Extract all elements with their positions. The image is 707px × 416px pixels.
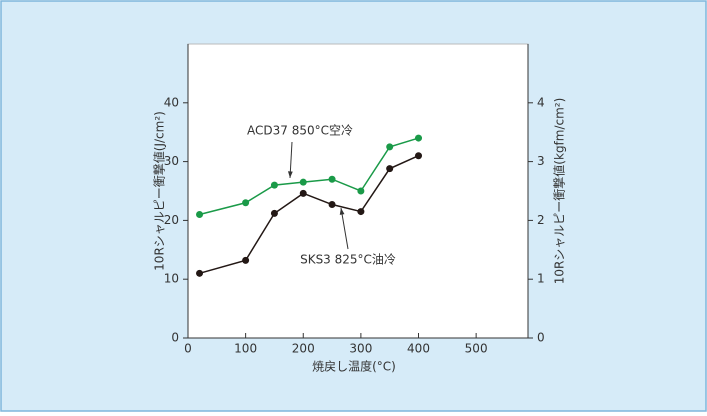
data-point (270, 209, 278, 217)
series-label: ACD37 850°C空冷 (247, 124, 353, 138)
data-point (299, 178, 307, 186)
data-point (357, 208, 365, 216)
y-tick-label: 0 (171, 331, 179, 345)
x-tick-label: 300 (349, 342, 372, 356)
arrow-head (339, 208, 345, 215)
y-tick-label: 20 (164, 213, 179, 227)
y-tick-label: 40 (164, 95, 179, 109)
x-tick-label: 100 (234, 342, 257, 356)
y2-tick-label: 3 (537, 154, 545, 168)
y-tick-label: 10 (164, 272, 179, 286)
data-point (328, 175, 336, 183)
y2-tick-label: 4 (537, 95, 545, 109)
series-line (199, 137, 419, 216)
series-line (199, 155, 419, 275)
data-point (357, 187, 365, 195)
data-point (196, 211, 204, 219)
x-axis-label: 焼戻し温度(°C) (312, 359, 396, 374)
y2-tick-label: 1 (537, 272, 545, 286)
y-axis-label: 10Rシャルピー衝撃値(J/cm²) (152, 111, 167, 271)
series-label: SKS3 825°C油冷 (300, 253, 396, 267)
data-point (415, 134, 423, 142)
data-point (328, 201, 336, 209)
data-point (242, 199, 250, 207)
y2-tick-label: 0 (537, 331, 545, 345)
data-point (299, 189, 307, 197)
data-point (386, 143, 394, 151)
data-point (242, 256, 250, 264)
data-point (386, 165, 394, 173)
annotation-arrow (340, 207, 349, 250)
y2-tick-label: 2 (537, 213, 545, 227)
arrow-head (287, 171, 293, 178)
y-tick-label: 30 (164, 154, 179, 168)
y2-axis-label: 10Rシャルピー衝撃値(kgfm/cm²) (552, 98, 567, 285)
data-point (415, 152, 423, 160)
data-point (196, 269, 204, 277)
x-tick-label: 400 (407, 342, 430, 356)
x-tick-label: 0 (184, 342, 192, 356)
data-point (270, 181, 278, 189)
x-tick-label: 500 (465, 342, 488, 356)
x-tick-label: 200 (292, 342, 315, 356)
